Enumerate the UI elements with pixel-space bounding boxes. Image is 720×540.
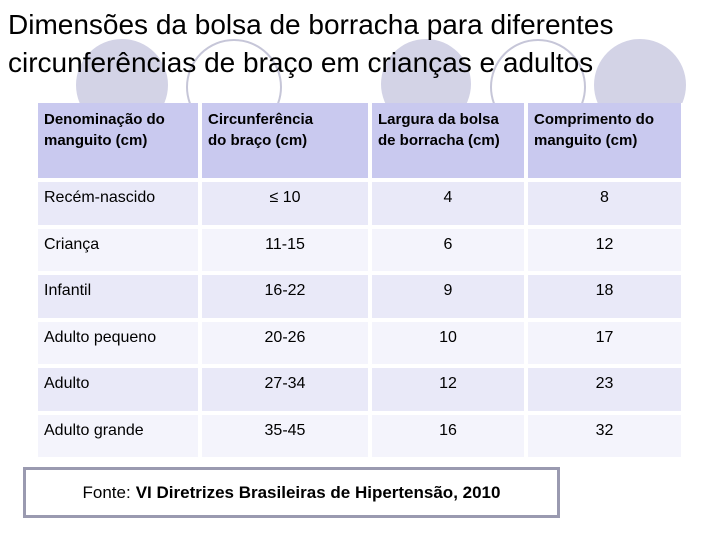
- column-header: Denominação do manguito (cm): [38, 103, 198, 178]
- value-cell: 4: [372, 182, 524, 225]
- row-label-cell: Criança: [38, 228, 198, 271]
- value-cell: 23: [528, 368, 681, 411]
- source-citation: VI Diretrizes Brasileiras de Hipertensão…: [135, 482, 501, 502]
- value-cell: 9: [372, 275, 524, 318]
- value-cell: 20-26: [202, 321, 368, 364]
- value-cell: 16: [372, 414, 524, 457]
- column-header: Largura da bolsa de borracha (cm): [372, 103, 524, 178]
- value-cell: 17: [528, 321, 681, 364]
- value-cell: ≤ 10: [202, 182, 368, 225]
- value-cell: 11-15: [202, 228, 368, 271]
- row-label-cell: Recém-nascido: [38, 182, 198, 225]
- slide-title: Dimensões da bolsa de borracha para dife…: [8, 9, 614, 78]
- cuff-dimensions-table: Denominação do manguito (cm) Circunferênc…: [38, 103, 681, 457]
- value-cell: 10: [372, 321, 524, 364]
- row-label-cell: Adulto: [38, 368, 198, 411]
- value-cell: 16-22: [202, 275, 368, 318]
- value-cell: 8: [528, 182, 681, 225]
- row-label-cell: Adulto grande: [38, 414, 198, 457]
- value-cell: 12: [372, 368, 524, 411]
- value-cell: 27-34: [202, 368, 368, 411]
- value-cell: 18: [528, 275, 681, 318]
- value-cell: 12: [528, 228, 681, 271]
- row-label-cell: Adulto pequeno: [38, 321, 198, 364]
- value-cell: 35-45: [202, 414, 368, 457]
- decorative-circles: [0, 0, 720, 103]
- column-header: Comprimento do manguito (cm): [528, 103, 681, 178]
- decorative-circle: [381, 39, 471, 103]
- column-header: Circunferência do braço (cm): [202, 103, 368, 178]
- value-cell: 6: [372, 228, 524, 271]
- value-cell: 32: [528, 414, 681, 457]
- source-prefix: Fonte:: [82, 482, 131, 502]
- source-box: Fonte: VI Diretrizes Brasileiras de Hipe…: [23, 467, 560, 518]
- row-label-cell: Infantil: [38, 275, 198, 318]
